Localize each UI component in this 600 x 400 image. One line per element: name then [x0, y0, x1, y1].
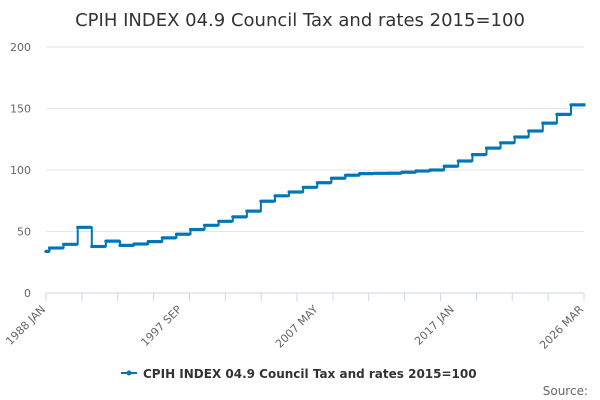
x-tick-label: 2017 JAN — [412, 303, 457, 348]
data-point[interactable] — [244, 215, 248, 219]
legend-point-marker — [126, 370, 132, 376]
data-point[interactable] — [483, 153, 487, 157]
series-line — [46, 103, 584, 253]
chart-title: CPIH INDEX 04.9 Council Tax and rates 20… — [75, 10, 525, 31]
data-point[interactable] — [328, 181, 332, 185]
data-point[interactable] — [568, 112, 572, 116]
data-point[interactable] — [455, 164, 459, 168]
data-point[interactable] — [173, 236, 177, 240]
data-point[interactable] — [497, 146, 501, 150]
data-point[interactable] — [103, 244, 107, 249]
x-axis-ticks: 1988 JAN 1997 SEP 2007 MAY 2017 JAN 2026 MAR — [3, 293, 586, 352]
grid-lines — [46, 46, 584, 294]
data-point[interactable] — [511, 141, 516, 145]
source-label: Source: — [543, 384, 588, 398]
series-layer — [44, 103, 586, 253]
data-point[interactable] — [526, 135, 530, 139]
data-point[interactable] — [46, 249, 50, 253]
y-axis-ticks: 0 50 100 150 200 — [10, 41, 31, 300]
data-point[interactable] — [300, 190, 304, 194]
data-point[interactable] — [117, 239, 121, 243]
data-point[interactable] — [441, 168, 445, 172]
data-point[interactable] — [187, 232, 191, 236]
y-tick-label: 50 — [17, 226, 31, 239]
data-point[interactable] — [540, 129, 544, 133]
data-point[interactable] — [286, 194, 290, 198]
data-point[interactable] — [258, 209, 262, 213]
data-point[interactable] — [215, 223, 220, 227]
y-tick-label: 200 — [10, 41, 31, 54]
legend-label: CPIH INDEX 04.9 Council Tax and rates 20… — [143, 367, 477, 381]
data-point[interactable] — [201, 227, 205, 232]
data-point[interactable] — [554, 121, 558, 125]
x-tick-label: 1988 JAN — [3, 303, 48, 348]
data-point[interactable] — [342, 176, 346, 180]
x-tick-label: 1997 SEP — [138, 303, 184, 349]
x-tick-label: 2007 MAY — [273, 303, 321, 351]
data-point[interactable] — [89, 225, 93, 229]
legend[interactable]: CPIH INDEX 04.9 Council Tax and rates 20… — [121, 367, 477, 381]
y-tick-label: 0 — [24, 287, 31, 300]
data-point[interactable] — [74, 242, 79, 246]
data-point[interactable] — [469, 159, 473, 163]
y-tick-label: 100 — [10, 164, 31, 177]
data-point[interactable] — [314, 185, 318, 189]
data-point[interactable] — [159, 240, 163, 244]
data-point[interactable] — [145, 242, 149, 246]
y-tick-label: 150 — [10, 103, 31, 116]
data-point[interactable] — [60, 246, 64, 250]
x-tick-label: 2026 MAR — [537, 303, 586, 352]
data-point[interactable] — [582, 103, 586, 107]
data-point[interactable] — [230, 219, 234, 223]
data-point[interactable] — [272, 199, 276, 203]
